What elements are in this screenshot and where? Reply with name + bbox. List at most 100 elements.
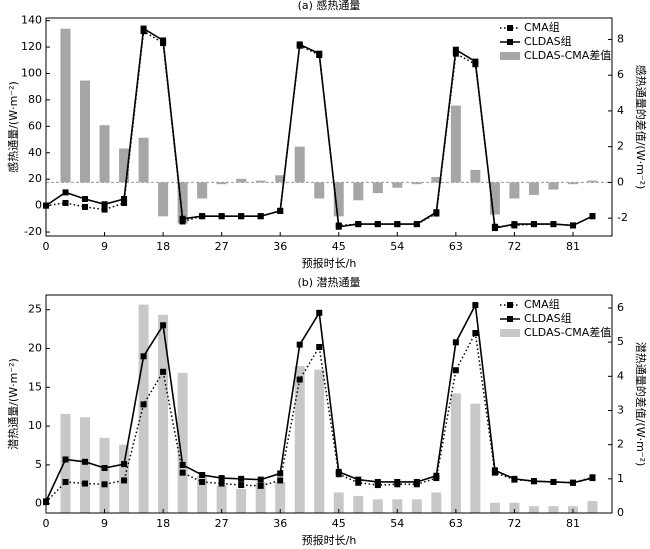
series-marker [530, 478, 537, 485]
x-tick-label: 36 [273, 517, 287, 530]
diff-bar [333, 492, 344, 513]
series-marker [101, 201, 108, 208]
y2-tick-label: 6 [617, 301, 624, 314]
x-tick-label: 18 [156, 517, 170, 530]
diff-bar [411, 182, 422, 185]
series-marker [296, 376, 303, 383]
x-tick-label: 27 [215, 240, 229, 253]
diff-bar [60, 28, 71, 183]
y-tick-label: -20 [24, 225, 42, 238]
y2-tick-label: 1 [617, 472, 624, 485]
panel-title: (a) 感热通量 [298, 0, 361, 12]
series-marker [472, 58, 479, 65]
series-marker [452, 367, 459, 374]
x-tick-label: 0 [43, 517, 50, 530]
diff-bar [587, 180, 598, 183]
legend-marker [507, 316, 513, 322]
diff-bar [372, 499, 383, 513]
y2-tick-label: 4 [617, 104, 624, 117]
series-marker [160, 37, 167, 44]
diff-bar [548, 182, 559, 190]
series-marker [218, 475, 225, 482]
diff-bar [197, 182, 208, 199]
series-marker [218, 213, 225, 220]
series-marker [472, 330, 479, 337]
y-tick-label: 15 [28, 380, 42, 393]
series-marker [335, 468, 342, 475]
series-marker [413, 478, 420, 485]
x-tick-label: 45 [332, 517, 346, 530]
diff-bar [177, 182, 188, 224]
series-marker [335, 223, 342, 230]
diff-bar [158, 182, 169, 217]
legend-label: CLDAS-CMA差值 [524, 325, 611, 339]
y2-tick-label: 0 [617, 175, 624, 188]
series-marker [277, 470, 284, 477]
y2-tick-label: 3 [617, 403, 624, 416]
x-tick-label: 27 [215, 517, 229, 530]
diff-bar [138, 304, 149, 513]
diff-bar [431, 177, 442, 183]
series-marker [257, 213, 264, 220]
series-marker [569, 479, 576, 486]
y-tick-label: 5 [35, 458, 42, 471]
series-marker [550, 478, 557, 485]
series-marker [101, 206, 108, 213]
x-tick-label: 63 [449, 240, 463, 253]
x-tick-label: 72 [507, 240, 521, 253]
y-tick-label: 80 [28, 93, 42, 106]
diff-bar [99, 125, 110, 183]
series-marker [569, 222, 576, 229]
legend-marker [507, 25, 513, 31]
series-marker [62, 456, 69, 463]
series-marker [62, 199, 69, 206]
plot-frame [45, 294, 613, 514]
series-marker [374, 221, 381, 228]
plot-frame [45, 17, 613, 237]
x-tick-label: 81 [566, 517, 580, 530]
diff-bar [255, 482, 266, 513]
series-marker [355, 479, 362, 486]
x-axis-label: 预报时长/h [302, 533, 357, 547]
series-marker [101, 465, 108, 472]
diff-bar [255, 180, 266, 183]
diff-bar [60, 413, 71, 513]
series-marker [179, 461, 186, 468]
diff-bar [216, 182, 227, 185]
diff-bar [80, 417, 91, 513]
diff-bar [99, 437, 110, 513]
y-tick-label: 120 [21, 40, 42, 53]
y-tick-label: 40 [28, 146, 42, 159]
diff-bar [236, 178, 247, 183]
series-marker [530, 221, 537, 228]
panel-title: (b) 潜热通量 [297, 275, 360, 289]
series-marker [160, 322, 167, 329]
series-marker [82, 480, 89, 487]
legend-label: CLDAS-CMA差值 [524, 48, 611, 62]
series-marker [296, 341, 303, 348]
series-marker [374, 482, 381, 489]
series-marker [491, 225, 498, 232]
legend-swatch [500, 329, 520, 337]
series-marker [277, 207, 284, 214]
series-marker [277, 477, 284, 484]
legend-marker [507, 39, 513, 45]
diff-bar [314, 369, 325, 513]
legend-label: CMA组 [524, 297, 560, 311]
diff-bar [80, 80, 91, 183]
y-tick-label: 0 [35, 199, 42, 212]
series-marker [179, 215, 186, 222]
x-tick-label: 54 [390, 517, 404, 530]
diff-bar [158, 314, 169, 513]
series-marker [316, 50, 323, 57]
y-tick-label: 60 [28, 119, 42, 132]
diff-bar [548, 506, 559, 513]
diff-bar [587, 501, 598, 513]
series-marker [452, 46, 459, 53]
series-marker [160, 368, 167, 375]
y-tick-label: 100 [21, 66, 42, 79]
y-tick-label: 10 [28, 419, 42, 432]
series-marker [101, 481, 108, 488]
diff-bar [294, 146, 305, 183]
y2-tick-label: 6 [617, 68, 624, 81]
